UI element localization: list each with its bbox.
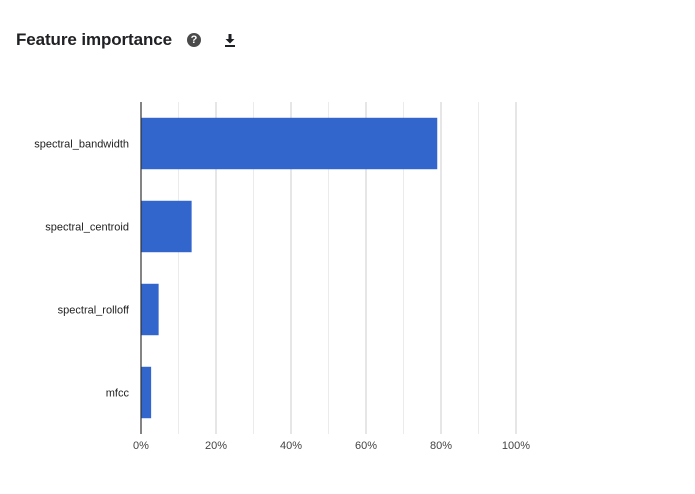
x-tick-label: 0% [133, 440, 149, 452]
help-icon[interactable]: ? [186, 33, 201, 47]
bar-mfcc[interactable] [141, 366, 152, 419]
category-label: spectral_bandwidth [34, 139, 129, 151]
x-tick-label: 40% [280, 440, 302, 452]
category-label: spectral_centroid [45, 222, 129, 234]
category-label: spectral_rolloff [58, 305, 130, 317]
download-arrow-icon [224, 34, 235, 47]
page-title: Feature importance [16, 30, 172, 49]
x-tick-label: 80% [430, 440, 452, 452]
x-tick-label: 20% [205, 440, 227, 452]
bar-spectral-centroid[interactable] [141, 200, 192, 253]
category-label: mfcc [106, 388, 130, 400]
chart-header: Feature importance ? [16, 28, 238, 52]
x-tick-label: 60% [355, 440, 377, 452]
chart-bars [141, 117, 438, 419]
download-icon[interactable] [222, 32, 238, 48]
bar-spectral-bandwidth[interactable] [141, 117, 438, 170]
x-tick-label: 100% [502, 440, 530, 452]
x-axis-tick-labels: 0% 20% 40% 60% 80% 100% [133, 440, 530, 452]
category-labels: spectral_bandwidth spectral_centroidspect… [34, 139, 130, 400]
bar-spectral-rolloff[interactable] [141, 283, 159, 336]
